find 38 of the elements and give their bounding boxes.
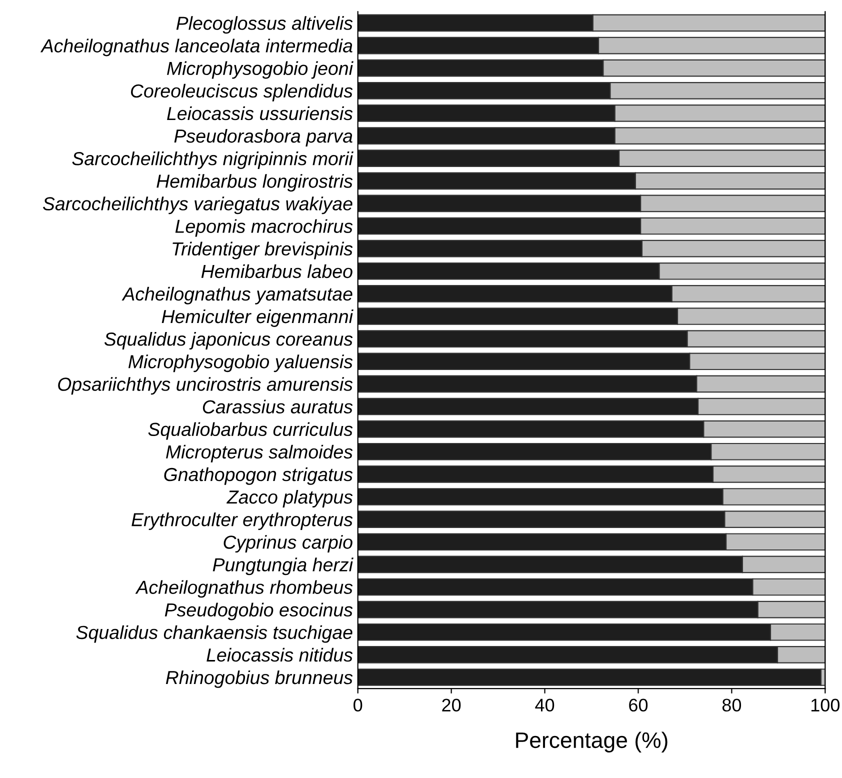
y-tick-label: Microphysogobio jeoni: [167, 61, 354, 79]
y-tick-label: Micropterus salmoides: [166, 444, 353, 462]
y-tick-label: Plecoglossus altivelis: [176, 16, 353, 34]
y-tick-label: Cyprinus carpio: [224, 535, 352, 553]
y-tick-label: Zacco platypus: [226, 490, 353, 508]
y-tick-label: Squalidus chankaensis tsuchigae: [76, 625, 352, 643]
bar: [358, 668, 822, 686]
y-tick-label: Acheilognathus lanceolata intermedia: [40, 38, 352, 56]
y-tick-label: Pseudorasbora parva: [174, 128, 352, 146]
y-tick-label: Opsariichthys uncirostris amurensis: [58, 377, 353, 395]
y-tick-label: Leiocassis ussuriensis: [167, 106, 353, 120]
y-tick-label: Rhinogobius brunneus: [166, 670, 353, 688]
x-tick-label: 20: [442, 698, 461, 712]
x-tick-label: 40: [535, 698, 554, 712]
y-tick-label: Leiocassis nitidus: [206, 648, 353, 662]
y-tick-label: Coreoleuciscus splendidus: [130, 84, 353, 102]
y-tick-label: Hemibarbus longirostris: [156, 174, 353, 192]
y-tick-label: Squalidus japonicus coreanus: [104, 332, 353, 350]
y-tick-label: Acheilognathus rhombeus: [135, 580, 353, 598]
x-axis-title: Percentage (%): [516, 732, 668, 752]
y-tick-label: Tridentiger brevispinis: [172, 242, 353, 260]
y-tick-label: Pungtungia herzi: [212, 558, 354, 576]
y-tick-label: Squaliobarbus curriculus: [148, 422, 353, 440]
y-tick-label: Gnathopogon strigatus: [164, 467, 353, 485]
y-tick-label: Sarcocheilichthys variegatus wakiyae: [42, 196, 352, 214]
y-tick-label: Lepomis macrochirus: [175, 219, 353, 237]
y-tick-label: Acheilognathus yamatsutae: [122, 286, 352, 304]
x-tick-label: 0: [354, 698, 362, 712]
y-tick-label: Sarcocheilichthys nigripinnis morii: [72, 152, 354, 170]
y-tick-label: Hemiculter eigenmanni: [162, 309, 354, 327]
y-tick-label: Erythroculter erythropterus: [132, 512, 353, 530]
y-tick-label: Microphysogobio yaluensis: [128, 354, 353, 372]
x-tick-label: 80: [722, 698, 742, 712]
x-tick-label: 60: [629, 698, 648, 712]
x-tick-label: 100: [811, 698, 840, 712]
y-tick-label: Pseudogobio esocinus: [164, 602, 353, 620]
y-tick-label: Carassius auratus: [202, 400, 353, 414]
y-tick-label: Hemibarbus labeo: [201, 264, 352, 278]
